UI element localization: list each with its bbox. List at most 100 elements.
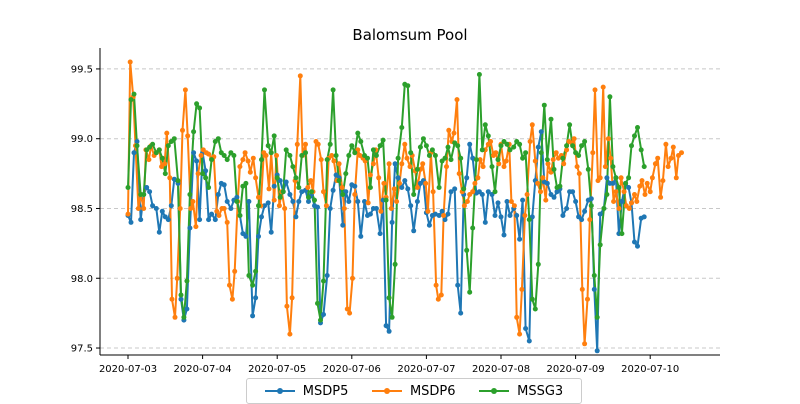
data-point-msdp5 — [439, 208, 445, 214]
data-point-mssg3 — [560, 155, 566, 161]
data-point-mssg3 — [389, 314, 395, 320]
legend-item-mssg3: MSSG3 — [479, 384, 563, 399]
data-point-mssg3 — [619, 231, 625, 237]
data-point-msdp5 — [610, 180, 616, 186]
data-point-mssg3 — [504, 141, 510, 147]
data-point-msdp5 — [507, 213, 513, 218]
data-point-msdp5 — [144, 185, 150, 190]
data-point-msdp6 — [477, 157, 483, 163]
data-point-msdp6 — [464, 199, 470, 204]
data-point-msdp5 — [128, 219, 134, 225]
series-line-msdp5 — [127, 130, 645, 352]
data-point-msdp6 — [456, 171, 462, 177]
data-point-mssg3 — [551, 166, 557, 172]
data-point-msdp5 — [243, 233, 249, 239]
data-point-msdp6 — [376, 175, 382, 181]
data-point-mssg3 — [607, 94, 613, 100]
data-point-mssg3 — [610, 164, 616, 170]
data-point-msdp6 — [305, 185, 311, 190]
data-point-msdp6 — [529, 122, 535, 128]
data-point-msdp5 — [224, 199, 230, 204]
data-point-msdp5 — [579, 217, 585, 223]
data-point-mssg3 — [526, 217, 532, 223]
data-point-msdp5 — [517, 236, 523, 242]
data-point-msdp6 — [402, 141, 408, 147]
data-point-mssg3 — [579, 143, 585, 149]
data-point-msdp5 — [405, 186, 411, 192]
data-point-msdp6 — [668, 155, 674, 161]
data-point-msdp6 — [250, 155, 256, 161]
data-point-msdp5 — [560, 213, 566, 218]
data-point-msdp5 — [165, 217, 171, 223]
data-point-mssg3 — [271, 133, 277, 139]
data-point-msdp6 — [127, 59, 133, 65]
data-point-mssg3 — [191, 129, 197, 135]
data-point-mssg3 — [417, 144, 423, 150]
data-point-mssg3 — [243, 180, 249, 186]
data-point-mssg3 — [492, 189, 498, 195]
data-point-mssg3 — [215, 136, 221, 142]
data-point-msdp5 — [178, 296, 184, 302]
data-point-mssg3 — [373, 153, 379, 158]
data-point-msdp6 — [561, 161, 567, 167]
data-point-mssg3 — [287, 153, 293, 158]
data-point-msdp5 — [159, 208, 165, 214]
data-point-msdp5 — [327, 206, 333, 211]
data-point-msdp6 — [480, 164, 486, 170]
data-point-msdp5 — [206, 217, 212, 223]
data-point-mssg3 — [224, 157, 230, 163]
data-point-mssg3 — [585, 166, 591, 172]
legend-label: MSDP5 — [302, 383, 349, 399]
data-point-mssg3 — [548, 116, 554, 122]
data-point-msdp6 — [642, 192, 648, 197]
data-point-mssg3 — [616, 185, 622, 190]
data-point-msdp5 — [564, 206, 570, 211]
data-point-mssg3 — [570, 143, 576, 149]
data-point-msdp6 — [331, 158, 337, 164]
data-point-msdp5 — [259, 214, 264, 220]
data-point-msdp5 — [321, 312, 326, 317]
legend-swatch-msdp5 — [264, 386, 295, 396]
data-point-mssg3 — [442, 155, 448, 161]
data-point-msdp6 — [336, 161, 342, 167]
x-tick-label: 2020-07-08 — [472, 364, 530, 375]
data-point-msdp6 — [216, 213, 222, 218]
data-point-msdp6 — [621, 189, 627, 195]
axes: 97.5 98.0 98.5 99.0 99.5 2020-07-03 2020-07-04… — [71, 48, 720, 375]
data-point-msdp5 — [209, 211, 215, 217]
data-point-mssg3 — [604, 192, 610, 197]
data-point-msdp6 — [527, 139, 533, 144]
data-point-msdp6 — [660, 178, 666, 184]
data-point-mssg3 — [392, 261, 398, 267]
data-point-msdp6 — [571, 136, 577, 142]
data-point-mssg3 — [187, 192, 193, 197]
data-point-msdp6 — [221, 206, 227, 211]
data-point-msdp6 — [493, 150, 499, 156]
data-point-msdp5 — [377, 231, 383, 237]
data-point-msdp6 — [582, 341, 588, 347]
data-point-msdp6 — [665, 164, 671, 170]
data-point-mssg3 — [395, 155, 401, 161]
data-point-mssg3 — [613, 175, 619, 181]
data-point-msdp6 — [634, 199, 640, 204]
data-point-mssg3 — [641, 164, 647, 170]
data-point-msdp5 — [315, 204, 320, 210]
data-point-mssg3 — [455, 143, 461, 149]
series-lines — [127, 61, 683, 352]
data-point-msdp5 — [265, 200, 271, 206]
data-point-msdp5 — [287, 192, 293, 197]
data-point-mssg3 — [150, 141, 156, 147]
data-point-msdp5 — [389, 219, 395, 225]
data-point-msdp6 — [423, 180, 429, 186]
data-point-msdp5 — [187, 225, 193, 231]
data-point-msdp6 — [655, 155, 661, 161]
data-point-msdp6 — [517, 331, 523, 337]
data-point-msdp5 — [467, 141, 473, 147]
data-point-mssg3 — [234, 199, 240, 204]
data-point-msdp6 — [618, 175, 624, 181]
data-point-msdp5 — [495, 200, 501, 206]
data-point-mssg3 — [476, 72, 482, 77]
data-point-mssg3 — [383, 197, 389, 203]
data-point-msdp5 — [392, 161, 398, 167]
data-point-msdp6 — [446, 127, 452, 133]
